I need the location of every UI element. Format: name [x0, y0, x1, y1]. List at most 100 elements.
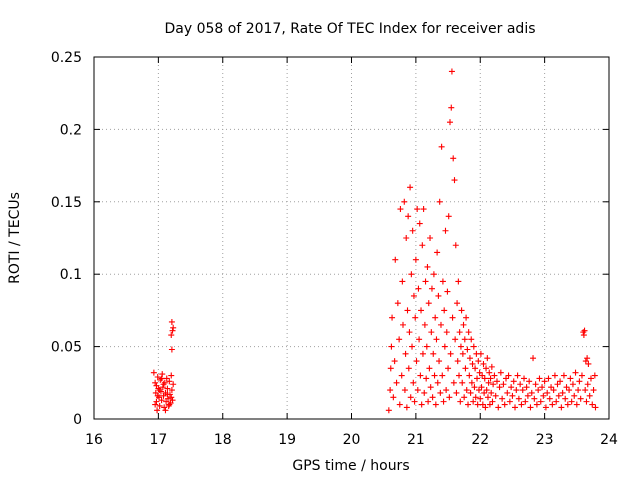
data-point: [419, 350, 426, 357]
data-point: [389, 314, 396, 321]
data-point: [503, 375, 509, 382]
data-point: [166, 401, 173, 408]
data-point: [462, 365, 469, 372]
data-point: [387, 365, 394, 372]
data-point: [408, 271, 415, 278]
data-point: [465, 329, 472, 336]
data-point: [434, 249, 441, 256]
data-point: [563, 384, 570, 391]
data-point: [572, 369, 579, 376]
data-point: [447, 350, 454, 357]
x-axis-label: GPS time / hours: [292, 458, 409, 474]
data-point: [431, 372, 438, 379]
data-point: [461, 336, 468, 343]
data-point: [170, 324, 177, 331]
data-point: [517, 381, 524, 388]
data-point: [157, 388, 164, 395]
data-point: [409, 343, 416, 350]
data-point: [548, 384, 555, 391]
data-point: [428, 329, 435, 336]
data-point: [419, 242, 426, 249]
data-point: [458, 307, 465, 314]
data-point: [416, 220, 423, 227]
data-point: [483, 387, 490, 394]
data-point: [153, 382, 160, 389]
data-point: [461, 394, 468, 401]
data-point: [465, 401, 472, 408]
data-point: [489, 398, 496, 405]
data-point: [527, 404, 534, 411]
x-tick-label: 22: [471, 432, 489, 448]
data-point: [150, 369, 157, 376]
data-point: [404, 307, 411, 314]
data-point: [472, 365, 479, 372]
data-point: [410, 379, 417, 386]
data-point: [401, 198, 408, 205]
data-point: [478, 384, 485, 391]
data-point: [409, 227, 416, 234]
data-point: [540, 392, 547, 399]
data-point: [524, 392, 531, 399]
data-point: [554, 381, 561, 388]
data-point: [403, 235, 410, 241]
data-point: [510, 378, 517, 385]
data-point: [435, 292, 442, 299]
data-point: [580, 332, 587, 339]
data-point: [162, 407, 169, 414]
data-point: [470, 398, 477, 405]
data-point: [576, 378, 583, 385]
chart-title: Day 058 of 2017, Rate Of TEC Index for r…: [164, 21, 535, 37]
data-point: [446, 394, 453, 401]
data-point: [584, 355, 591, 362]
data-point: [580, 329, 587, 336]
data-point: [463, 387, 470, 394]
data-point: [427, 384, 434, 391]
data-point: [541, 378, 548, 385]
data-point: [528, 389, 535, 396]
x-tick-label: 21: [407, 432, 425, 448]
data-point: [500, 381, 507, 388]
data-point: [430, 271, 437, 278]
grid-lines: [94, 57, 609, 419]
data-point: [456, 372, 463, 379]
data-point: [154, 392, 161, 399]
data-point: [555, 392, 562, 399]
data-point: [587, 375, 594, 382]
data-point: [493, 378, 500, 385]
data-point: [459, 379, 466, 386]
data-point: [464, 346, 471, 353]
data-point: [405, 213, 412, 220]
data-point: [444, 288, 451, 295]
data-point: [440, 398, 447, 405]
data-point: [154, 374, 161, 381]
data-point: [402, 350, 409, 357]
data-point: [551, 372, 558, 379]
data-point: [406, 329, 413, 336]
data-point: [437, 389, 444, 396]
data-point: [467, 389, 474, 396]
data-point: [170, 381, 177, 388]
data-point: [414, 206, 421, 213]
x-tick-label: 23: [536, 432, 554, 448]
data-point: [472, 394, 479, 401]
data-point: [575, 387, 582, 394]
data-point: [415, 285, 422, 292]
data-point: [481, 375, 488, 382]
data-point: [506, 398, 513, 405]
data-point: [545, 375, 552, 382]
data-point: [169, 327, 176, 334]
data-point: [568, 398, 575, 405]
data-point: [581, 327, 588, 334]
data-point: [433, 336, 440, 343]
data-point: [539, 384, 546, 391]
data-point: [533, 401, 540, 408]
data-point: [159, 384, 166, 391]
data-point: [159, 371, 166, 378]
data-point: [589, 401, 596, 408]
data-point: [466, 372, 473, 379]
data-point: [497, 369, 504, 376]
data-point: [387, 387, 394, 394]
data-point: [559, 389, 566, 396]
data-point: [474, 401, 481, 408]
